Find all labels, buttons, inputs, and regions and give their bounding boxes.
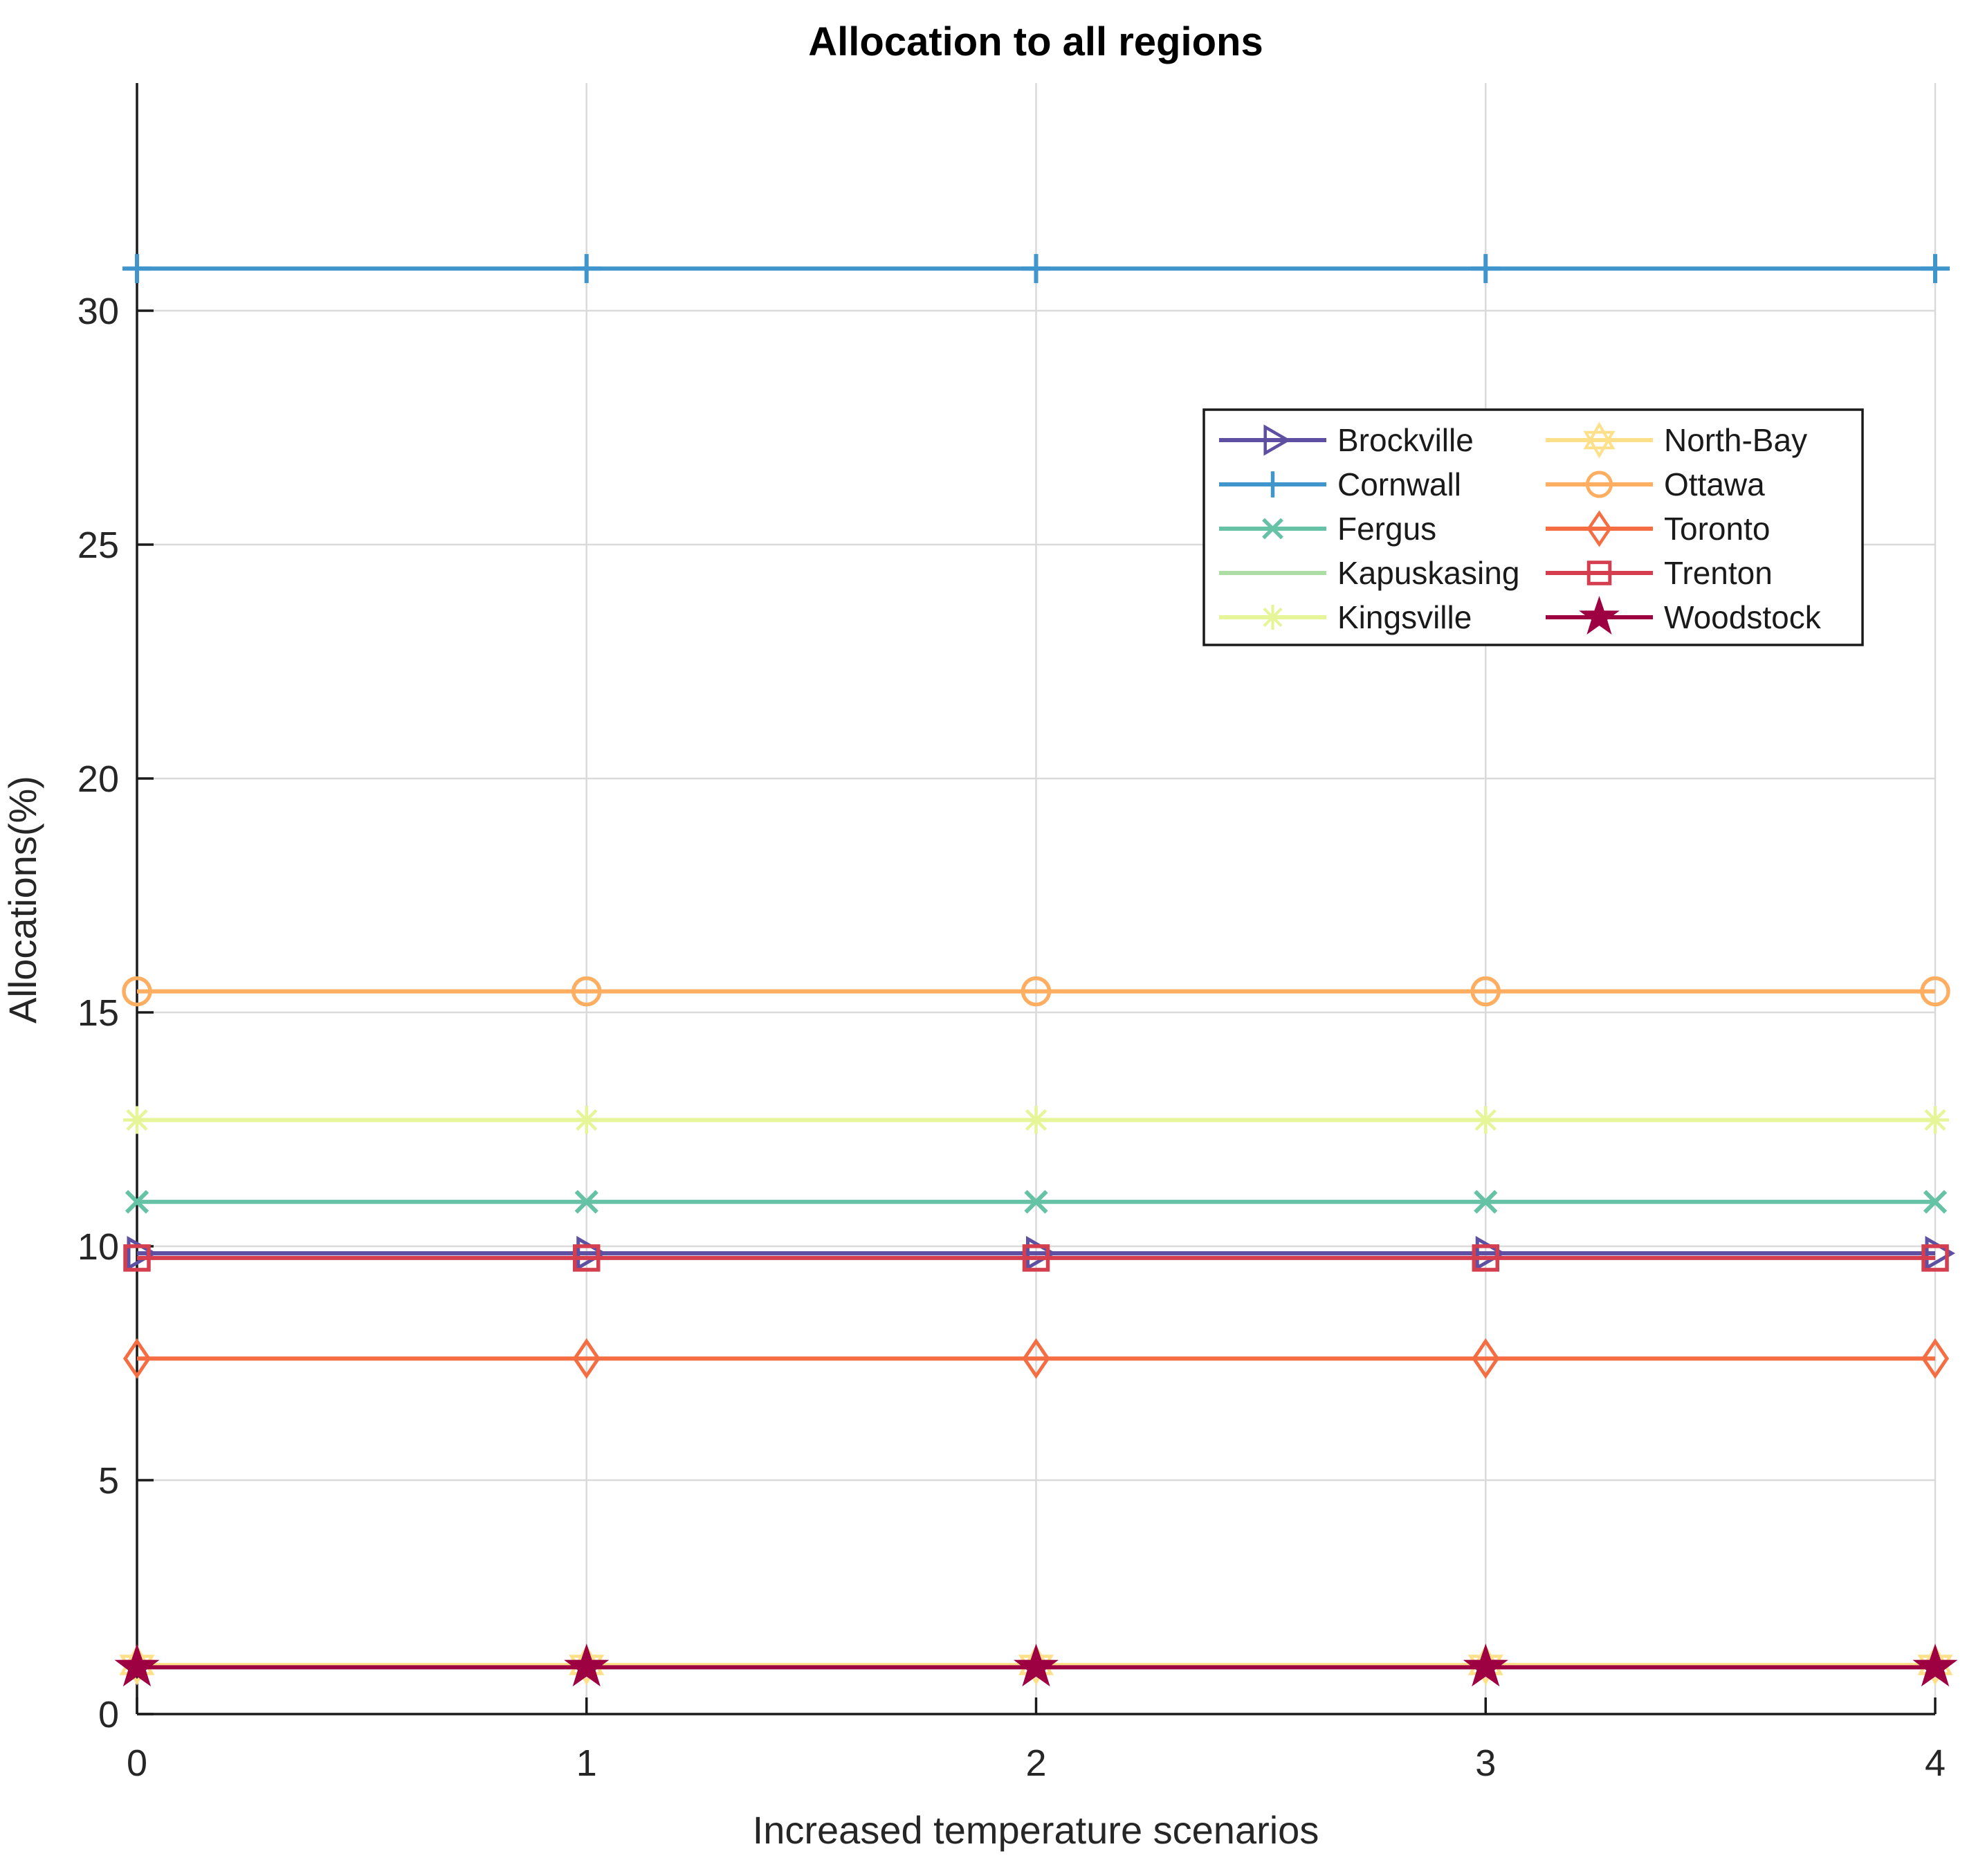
- legend-label: Brockville: [1337, 422, 1474, 458]
- square-marker-icon: [573, 1244, 601, 1272]
- legend-label: Fergus: [1337, 511, 1436, 547]
- series-trenton: [123, 1244, 1949, 1272]
- plus-marker-icon: [1259, 471, 1286, 498]
- diamond-marker-icon: [1472, 1338, 1500, 1379]
- legend-item-north-bay: North-Bay: [1546, 421, 1807, 459]
- diamond-marker-icon: [1022, 1338, 1050, 1379]
- pentagram-marker-icon: [1912, 1643, 1958, 1687]
- asterisk-marker-icon: [572, 1106, 601, 1134]
- x-tick-label: 3: [1475, 1742, 1496, 1784]
- legend-item-trenton: Trenton: [1546, 555, 1773, 591]
- x-tick-label: 4: [1925, 1742, 1946, 1784]
- legend-label: North-Bay: [1664, 422, 1807, 458]
- diamond-marker-icon: [572, 1338, 601, 1379]
- hexagram-marker-icon: [1583, 430, 1616, 459]
- legend-label: Kapuskasing: [1337, 555, 1519, 591]
- plus-marker-icon: [1021, 254, 1051, 284]
- chart-title: Allocation to all regions: [808, 19, 1263, 64]
- series-ottawa: [122, 976, 1950, 1007]
- y-tick-label: 10: [77, 1226, 119, 1268]
- legend-item-brockville: Brockville: [1219, 422, 1474, 458]
- x-tick-label: 2: [1025, 1742, 1046, 1784]
- legend: Brockville Cornwall Fergus Kapuskasing Kings…: [1202, 408, 1864, 646]
- tick-labels: 0 5 10 15 20 25 30 0 1 2 3 4: [77, 291, 1946, 1784]
- x-tick-label: 0: [127, 1742, 147, 1784]
- square-marker-icon: [123, 1244, 151, 1272]
- series-cornwall: [122, 254, 1950, 284]
- y-tick-label: 25: [77, 525, 119, 566]
- legend-item-kapuskasing: Kapuskasing: [1219, 555, 1519, 591]
- triangle-right-marker-icon: [1263, 424, 1291, 456]
- asterisk-marker-icon: [1260, 605, 1286, 630]
- series-kingsville: [123, 1106, 1949, 1134]
- circle-marker-icon: [571, 976, 602, 1007]
- x-axis-label: Increased temperature scenarios: [753, 1808, 1319, 1852]
- x-marker-icon: [574, 1190, 598, 1214]
- y-axis-label: Allocations(%): [1, 776, 44, 1023]
- legend-item-ottawa: Ottawa: [1546, 466, 1765, 502]
- x-marker-icon: [125, 1190, 149, 1214]
- series-toronto: [122, 1338, 1950, 1379]
- legend-item-woodstock: Woodstock: [1546, 596, 1822, 635]
- gridlines: [136, 83, 1937, 1715]
- y-tick-label: 0: [98, 1694, 119, 1736]
- legend-item-fergus: Fergus: [1219, 511, 1436, 547]
- circle-marker-icon: [1920, 976, 1950, 1007]
- circle-marker-icon: [1470, 976, 1501, 1007]
- y-tick-label: 15: [77, 992, 119, 1034]
- x-tick-label: 1: [576, 1742, 597, 1784]
- legend-item-cornwall: Cornwall: [1219, 466, 1461, 502]
- legend-label: Woodstock: [1664, 599, 1822, 635]
- series-fergus: [125, 1190, 1948, 1214]
- pentagram-marker-icon: [114, 1643, 160, 1687]
- plus-marker-icon: [122, 254, 152, 284]
- x-marker-icon: [1923, 1190, 1948, 1214]
- pentagram-marker-icon: [1013, 1643, 1059, 1687]
- diamond-marker-icon: [1586, 510, 1612, 547]
- hexagram-marker-icon: [1583, 421, 1616, 450]
- series-woodstock: [114, 1643, 1958, 1687]
- series-brockville: [127, 1236, 1955, 1271]
- legend-label: Kingsville: [1337, 599, 1472, 635]
- legend-item-kingsville: Kingsville: [1219, 599, 1472, 635]
- asterisk-marker-icon: [1472, 1106, 1500, 1134]
- circle-marker-icon: [122, 976, 152, 1007]
- axes: [136, 83, 1937, 1715]
- pentagram-marker-icon: [1579, 596, 1620, 635]
- legend-label: Ottawa: [1664, 466, 1765, 502]
- square-marker-icon: [1472, 1244, 1499, 1272]
- legend-label: Trenton: [1664, 555, 1773, 591]
- legend-item-toronto: Toronto: [1546, 510, 1770, 547]
- plus-marker-icon: [571, 254, 601, 284]
- square-marker-icon: [1022, 1244, 1050, 1272]
- diamond-marker-icon: [1921, 1338, 1950, 1379]
- asterisk-marker-icon: [1022, 1106, 1050, 1134]
- y-tick-label: 5: [98, 1460, 119, 1502]
- data-series: [114, 254, 1958, 1687]
- y-tick-label: 20: [77, 758, 119, 800]
- x-marker-icon: [1474, 1190, 1498, 1214]
- pentagram-marker-icon: [564, 1643, 610, 1687]
- legend-label: Cornwall: [1337, 466, 1461, 502]
- square-marker-icon: [1921, 1244, 1949, 1272]
- square-marker-icon: [1586, 561, 1612, 585]
- x-marker-icon: [1262, 518, 1283, 540]
- asterisk-marker-icon: [123, 1106, 151, 1134]
- asterisk-marker-icon: [1921, 1106, 1949, 1134]
- pentagram-marker-icon: [1463, 1643, 1508, 1687]
- legend-label: Toronto: [1664, 511, 1770, 547]
- diamond-marker-icon: [122, 1338, 152, 1379]
- plus-marker-icon: [1471, 254, 1501, 284]
- circle-marker-icon: [1021, 976, 1052, 1007]
- circle-marker-icon: [1585, 471, 1613, 498]
- plus-marker-icon: [1921, 254, 1950, 284]
- y-tick-label: 30: [77, 291, 119, 332]
- x-marker-icon: [1024, 1190, 1048, 1214]
